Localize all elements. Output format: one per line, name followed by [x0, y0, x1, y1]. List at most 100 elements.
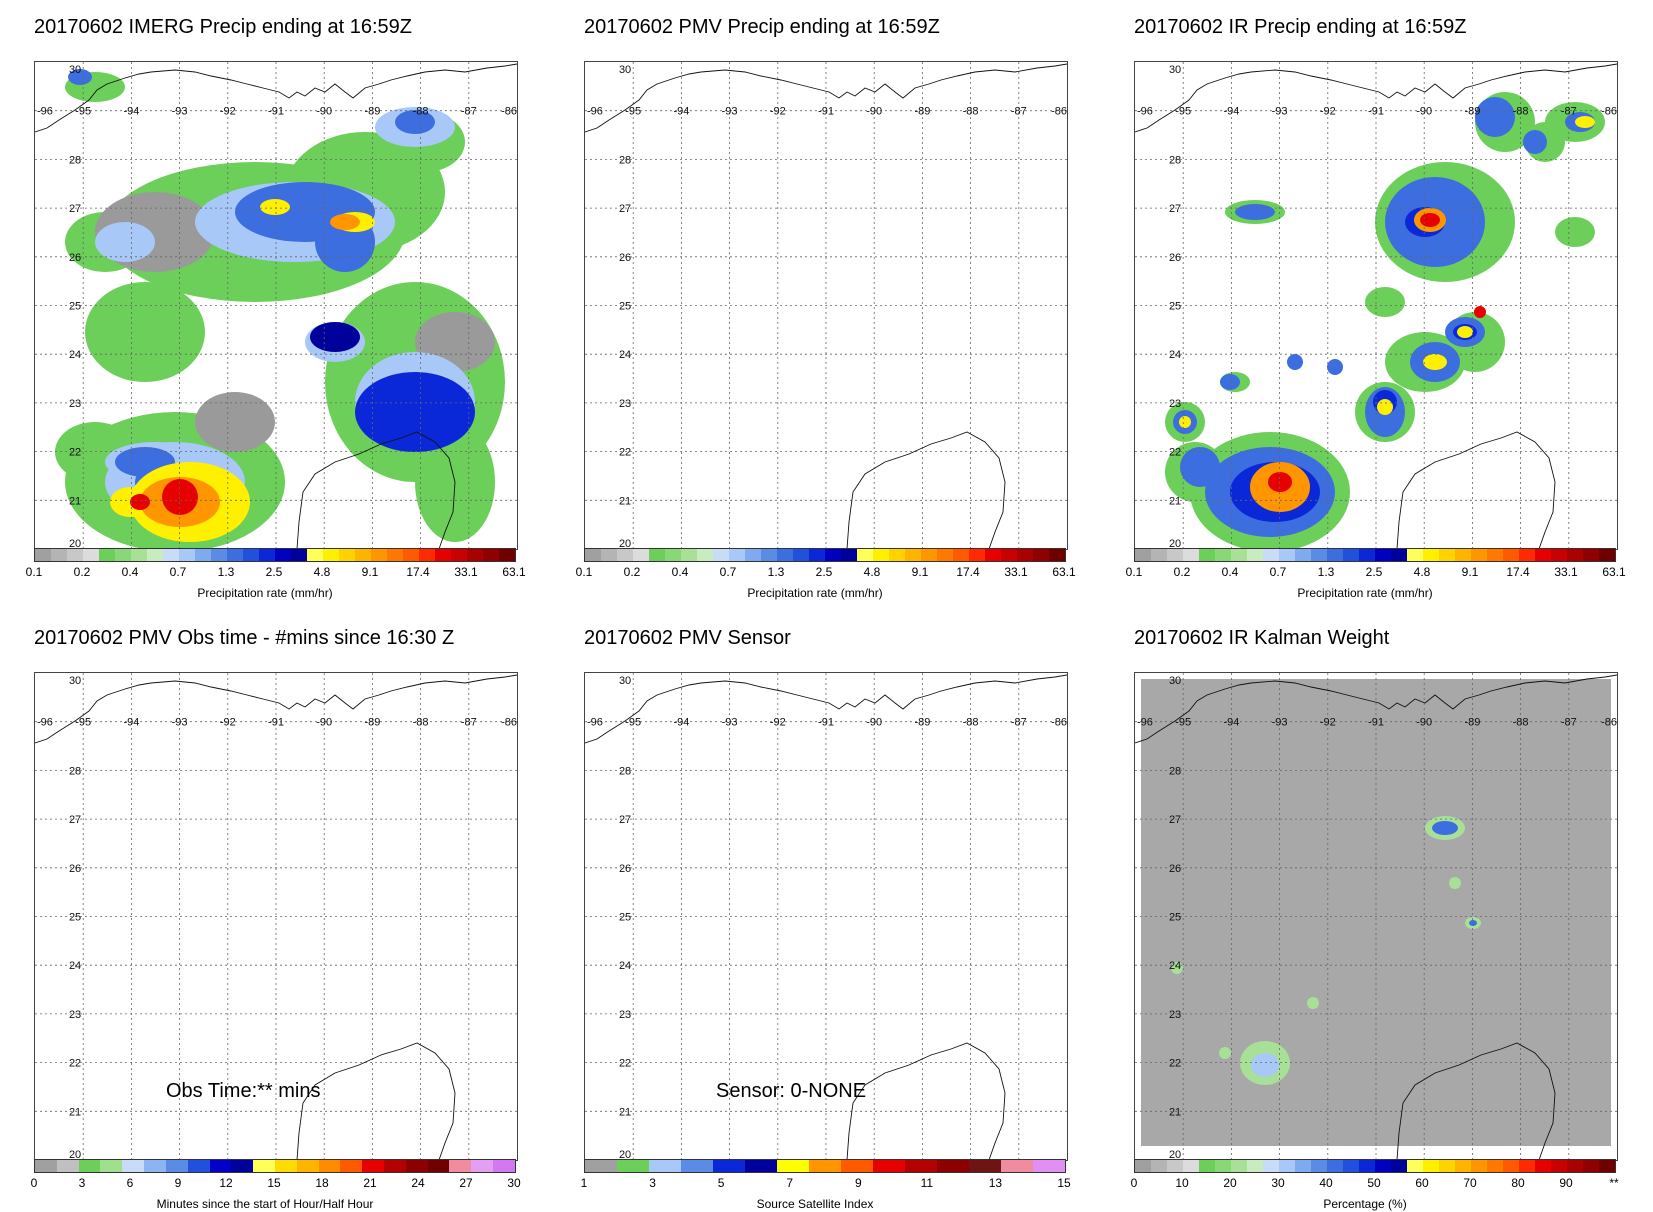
lat-label: 27: [619, 814, 631, 826]
coastline-north: [1135, 63, 1617, 133]
coastline-yucatan: [296, 1042, 456, 1160]
lon-label: -88: [1513, 106, 1529, 118]
colorbar-swatch: [585, 1160, 617, 1172]
colorbar-swatch: [100, 1160, 123, 1172]
colorbar-tick-label: 33.1: [1554, 565, 1578, 579]
colorbar-swatch: [1263, 549, 1279, 561]
colorbar-swatch: [617, 1160, 649, 1172]
colorbar-swatch: [969, 1160, 1001, 1172]
colorbar-swatch: [499, 549, 515, 561]
colorbar-swatch: [1375, 1160, 1391, 1172]
lon-label: -86: [1051, 717, 1067, 729]
colorbar-tick-label: 0.7: [1269, 565, 1287, 579]
panel4-title: 20170602 PMV Obs time - #mins since 16:3…: [34, 627, 455, 649]
ir-precip-map: -96 -95 -94 -93 -92 -91 -90 -89 -88 -87 -86 30 28 27 2…: [1134, 61, 1618, 550]
lat-label: 25: [619, 912, 631, 924]
lat-label: 25: [1169, 301, 1181, 313]
precip-cell-intense: [330, 214, 360, 230]
precip-colorbar-2: [584, 548, 1066, 562]
colorbar-swatch: [211, 549, 227, 561]
colorbar-tick-label: 0.2: [73, 565, 91, 579]
colorbar-swatch: [1151, 549, 1167, 561]
colorbar-swatch: [873, 1160, 905, 1172]
colorbar-tick-label: 1.3: [217, 565, 235, 579]
weight-colorbar: [1134, 1159, 1616, 1173]
colorbar-tick-label: 0.4: [1221, 565, 1239, 579]
colorbar-tick-label: 0.1: [575, 565, 593, 579]
colorbar-swatch: [209, 1160, 232, 1172]
lat-label: 26: [69, 252, 81, 264]
lon-label: -94: [123, 106, 139, 118]
colorbar-swatch: [35, 549, 51, 561]
map-canvas: -96 -95 -94 -93 -92 -91 -90 -89 -88 -87 -86 30 28 27 2…: [1135, 673, 1617, 1160]
lon-label: -86: [501, 717, 517, 729]
colorbar-swatch: [1535, 1160, 1551, 1172]
colorbar-tick-label: 4.8: [1413, 565, 1431, 579]
colorbar-tick-label: 0.7: [169, 565, 187, 579]
colorbar-swatch: [67, 549, 83, 561]
pmv-sensor-map: -96 -95 -94 -93 -92 -91 -90 -89 -88 -87 -86 30 28 27 2…: [584, 672, 1068, 1161]
lat-label: 28: [69, 154, 81, 166]
colorbar-tick-label: 9: [174, 1176, 182, 1190]
colorbar-swatch: [1231, 549, 1247, 561]
lon-label: -91: [1368, 106, 1384, 118]
obs-time-annotation: Obs Time:** mins: [166, 1080, 321, 1102]
map-canvas: -96 -95 -94 -93 -92 -91 -90 -89 -88 -87 -86 30 28 27 2…: [585, 62, 1067, 549]
colorbar-swatch: [449, 1160, 472, 1172]
colorbar-swatch: [1135, 1160, 1151, 1172]
lat-label: 21: [1169, 495, 1181, 507]
colorbar-swatch: [1471, 549, 1487, 561]
lon-label: -87: [1561, 106, 1577, 118]
lat-label: 21: [619, 495, 631, 507]
graticule: [35, 673, 517, 1160]
colorbar-tick-label: 15: [267, 1176, 281, 1190]
lat-label: 23: [69, 1009, 81, 1021]
colorbar-swatch: [633, 549, 649, 561]
lat-label: 25: [69, 301, 81, 313]
lon-label: -95: [75, 717, 91, 729]
colorbar-swatch: [483, 549, 499, 561]
map-canvas: -96 -95 -94 -93 -92 -91 -90 -89 -88 -87 -86 30 28 27 2…: [35, 673, 517, 1160]
colorbar-tick-label: 7: [786, 1176, 794, 1190]
colorbar-tick-label: 17.4: [1506, 565, 1530, 579]
lon-label: -90: [1416, 106, 1432, 118]
lat-label: 30: [619, 675, 631, 687]
lon-label: -89: [364, 106, 380, 118]
colorbar-tick-label: 30: [507, 1176, 521, 1190]
lat-label: 21: [1169, 1106, 1181, 1118]
colorbar-swatch: [1359, 549, 1375, 561]
lat-label: 24: [1169, 960, 1181, 972]
lat-label: 27: [1169, 203, 1181, 215]
colorbar-swatch: [889, 549, 905, 561]
colorbar-tick-label: 9.1: [1461, 565, 1479, 579]
colorbar-tick-label: 60: [1415, 1176, 1429, 1190]
colorbar-tick-label: 18: [315, 1176, 329, 1190]
lat-label: 20: [619, 1149, 631, 1160]
colorbar-swatch: [1311, 549, 1327, 561]
lat-label: 27: [1169, 814, 1181, 826]
lon-label: -93: [722, 717, 738, 729]
lon-label: -91: [1368, 717, 1384, 729]
panel1-title: 20170602 IMERG Precip ending at 16:59Z: [34, 16, 413, 38]
lon-label: -91: [818, 106, 834, 118]
lon-label: -94: [673, 717, 689, 729]
precip-colorbar-1: [34, 548, 516, 562]
colorbar-swatch: [1033, 1160, 1065, 1172]
colorbar-swatch: [1503, 549, 1519, 561]
lon-label: -93: [722, 106, 738, 118]
precip-cell-low: [1365, 287, 1405, 317]
lon-label: -94: [1223, 717, 1239, 729]
lon-label: -89: [914, 106, 930, 118]
colorbar-swatch: [793, 549, 809, 561]
lon-label: -89: [1464, 106, 1480, 118]
colorbar-swatch: [355, 549, 371, 561]
colorbar-swatch: [275, 549, 291, 561]
map-canvas: -96 -95 -94 -93 -92 -91 -90 -89 -88 -87 -86 30 28 27 2…: [35, 62, 517, 549]
colorbar-tick-label: 6: [126, 1176, 134, 1190]
colorbar-swatch: [405, 1160, 428, 1172]
lon-label: -96: [37, 717, 53, 729]
colorbar-tick-label: 5: [717, 1176, 725, 1190]
colorbar-swatch: [1551, 1160, 1567, 1172]
panel3-title: 20170602 IR Precip ending at 16:59Z: [1134, 16, 1467, 38]
lat-label: 20: [1169, 1149, 1181, 1160]
